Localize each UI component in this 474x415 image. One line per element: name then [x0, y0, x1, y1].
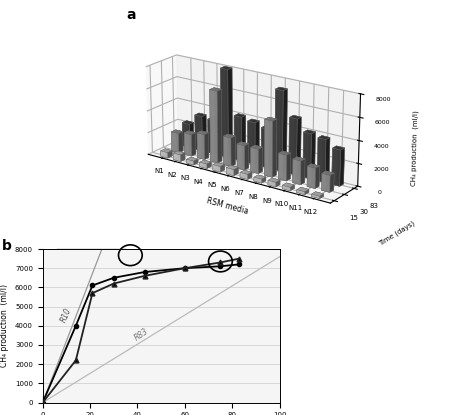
Text: b: b	[2, 239, 12, 253]
X-axis label: RSM media: RSM media	[205, 197, 249, 217]
Text: R10: R10	[59, 307, 73, 324]
Y-axis label: CH₄ production  (ml/l): CH₄ production (ml/l)	[0, 284, 9, 367]
Y-axis label: Time (days): Time (days)	[378, 220, 417, 247]
Text: a: a	[126, 8, 136, 22]
Text: R83: R83	[133, 327, 150, 343]
